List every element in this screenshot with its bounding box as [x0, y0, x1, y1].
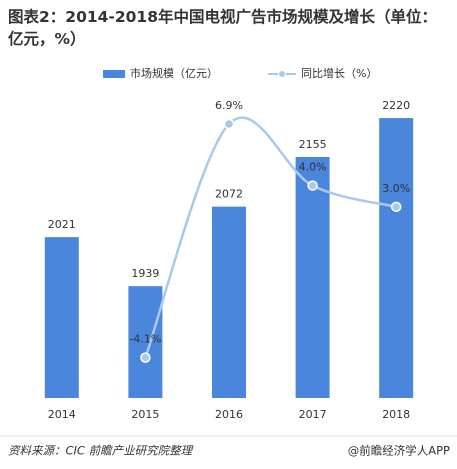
growth-marker: [140, 352, 151, 363]
legend-label: 同比增长（%）: [301, 66, 377, 80]
growth-line: [144, 116, 397, 359]
bar-value-label: 2220: [382, 99, 410, 112]
bar-value-label: 1939: [131, 267, 159, 280]
x-tick-label: 2016: [215, 408, 243, 421]
legend-swatch: [103, 70, 125, 78]
bar: [212, 206, 246, 398]
bar: [295, 156, 330, 398]
legend-label: 市场规模（亿元）: [130, 66, 218, 80]
growth-marker: [307, 180, 318, 191]
bar-value-label: 2155: [299, 138, 327, 151]
source: 资料来源：CIC 前瞻产业研究院整理: [8, 444, 194, 458]
legend-swatch: [278, 70, 286, 78]
growth-marker: [390, 201, 402, 213]
bar: [44, 237, 79, 398]
growth-value-label: 6.9%: [215, 99, 243, 112]
bar: [379, 118, 414, 398]
bar-value-label: 2021: [48, 218, 76, 231]
x-tick-label: 2014: [48, 408, 76, 421]
chart-title: 图表2：2014-2018年中国电视广告市场规模及增长（单位：亿元，%）: [8, 8, 437, 48]
x-tick-label: 2017: [299, 408, 327, 421]
x-tick-label: 2018: [382, 408, 410, 421]
growth-value-label: 4.0%: [299, 161, 327, 174]
growth-value-label: 3.0%: [382, 182, 410, 195]
x-tick-label: 2015: [131, 408, 159, 421]
growth-marker: [223, 118, 235, 130]
watermark: @前瞻经济学人APP: [348, 444, 450, 458]
bar: [128, 286, 163, 398]
growth-value-label: -4.1%: [129, 333, 161, 346]
bar-value-label: 2072: [215, 188, 243, 201]
